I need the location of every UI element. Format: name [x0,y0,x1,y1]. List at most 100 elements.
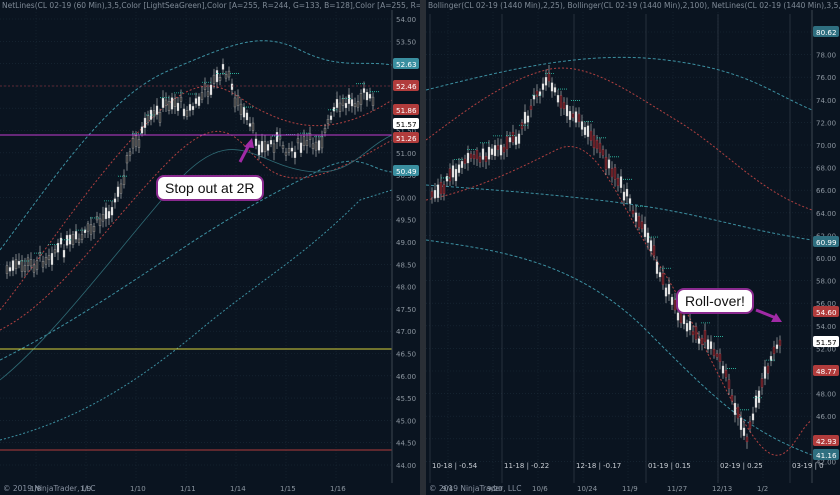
candle-body [712,349,716,356]
price-tick-label: 48.00 [816,391,836,399]
candle-body [718,353,722,363]
price-badge [393,132,419,143]
candle-body [484,156,488,162]
candle-body [314,141,318,151]
candle-body [433,190,437,199]
candle-body [230,83,234,90]
candle-body [173,98,177,107]
panel-splitter[interactable] [420,0,426,495]
candle-body [685,323,689,332]
date-label: 1/16 [330,485,346,493]
candle-body [197,96,201,106]
price-tick-label: 64.00 [816,210,836,218]
candle-body [592,135,596,149]
candle-body [176,102,180,111]
price-tick-label: 50.50 [396,172,416,180]
chart-canvas-daily[interactable]: 80.0078.0076.0074.0072.0070.0068.0066.00… [426,0,840,495]
price-badge-label: 51.86 [396,106,417,115]
price-tick-label: 70.00 [816,142,836,150]
callout-arrow [755,308,777,320]
candle-body [278,134,282,140]
candle-body [664,287,668,297]
candle-body [317,140,321,151]
candle-body [371,96,375,106]
candle-body [625,188,629,197]
chart-panel-daily[interactable]: 80.0078.0076.0074.0072.0070.0068.0066.00… [426,0,840,495]
candle-body [646,232,650,243]
candle-body [706,339,710,350]
candle-body [688,321,692,331]
candle-body [460,161,464,168]
candle-body [541,83,545,90]
price-badge-label: 51.26 [396,134,417,143]
candle-body [308,133,312,140]
candle-body [640,221,644,230]
price-badge-label: 52.63 [396,60,417,69]
candle-body [296,138,300,144]
band-upper [0,40,393,251]
candle-body [320,135,324,149]
candle-body [634,212,638,222]
candle-body [697,338,701,344]
candle-body [233,97,237,108]
candle-body [766,365,770,374]
price-badge [813,449,839,460]
chart-panel-60min[interactable]: 54.0053.5053.0052.5052.0051.5051.0050.50… [0,0,420,495]
candle-body [158,111,162,123]
candle-body [580,121,584,130]
candle-body [80,234,84,240]
candle-body [430,191,434,198]
candle-body [101,214,105,222]
candle-body [293,151,297,158]
candle-body [595,140,599,150]
copyright-daily: © 2019 NinjaTrader, LLC [429,484,522,493]
price-badge [393,80,419,91]
candle-body [326,119,330,124]
price-tick-label: 74.00 [816,97,836,105]
candle-body [457,164,461,173]
candle-body [538,91,542,96]
candle-body [451,165,455,178]
candle-body [631,210,635,215]
candle-body [86,223,90,232]
candle-body [760,378,764,388]
price-tick-label: 66.00 [816,187,836,195]
price-tick-label: 46.00 [816,413,836,421]
candle-body [116,186,120,197]
candle-body [730,395,734,402]
candle-body [589,130,593,141]
candle-body [260,141,264,153]
candle-body [200,92,204,100]
candle-body [616,178,620,186]
candle-body [131,138,135,149]
candle-body [733,402,737,415]
candle-body [227,70,231,78]
candle-body [329,115,333,120]
candle-body [649,240,653,252]
chart-canvas-60min[interactable]: 54.0053.5053.0052.5052.0051.5051.0050.50… [0,0,420,495]
contract-roll-label: 10-18 | -0.54 [432,462,478,470]
bollinger-100-upper [426,56,813,111]
candle-body [275,132,279,142]
candle-body [544,77,548,86]
candle-body [212,74,216,84]
candle-body [359,93,363,105]
price-tick-label: 47.50 [396,306,416,314]
candle-body [547,72,551,82]
candle-body [347,94,351,104]
price-tick-label: 54.00 [816,323,836,331]
candle-body [254,138,258,146]
candle-body [565,104,569,117]
candle-body [5,265,9,274]
price-badge-label: 54.60 [816,308,837,317]
candle-body [670,296,674,305]
candle-body [652,245,656,256]
candle-body [742,427,746,436]
candle-body [203,83,207,90]
candle-body [667,284,671,295]
callout-arrowhead [244,138,254,148]
price-tick-label: 51.50 [396,128,416,136]
candle-body [338,102,342,112]
candle-body [772,346,776,354]
